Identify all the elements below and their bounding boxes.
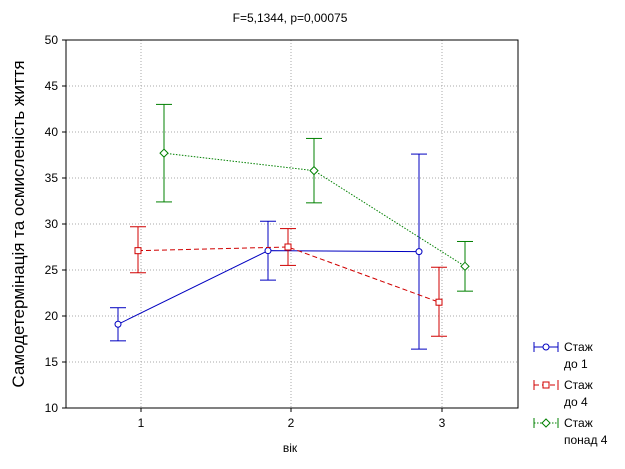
chart-title: F=5,1344, p=0,00075: [233, 11, 348, 25]
y-tick-label: 20: [45, 309, 59, 323]
series-3: [156, 103, 473, 292]
series-1: [110, 153, 427, 350]
y-tick-label: 40: [45, 125, 59, 139]
y-tick-label: 45: [45, 79, 59, 93]
y-tick-label: 10: [45, 401, 59, 415]
x-tick-label: 2: [288, 416, 295, 430]
y-tick-label: 25: [45, 263, 59, 277]
y-axis-label: Самодетермінація та осмисленість життя: [9, 60, 28, 387]
y-tick-label: 35: [45, 171, 59, 185]
series-layer: [110, 103, 473, 350]
y-tick-label: 30: [45, 217, 59, 231]
legend-marker: [542, 381, 550, 389]
legend-marker: [541, 418, 551, 428]
x-axis-label: вік: [283, 441, 298, 455]
data-point: [114, 320, 122, 328]
legend-entry-3: Стаж понад 4: [533, 416, 608, 447]
data-point: [284, 243, 292, 251]
legend-label: понад 4: [564, 433, 608, 447]
data-point: [415, 248, 423, 256]
legend-entry-1: Стаж до 1: [533, 340, 593, 371]
y-axis: 10 15 20 25 30 35 40 45 50: [45, 33, 66, 415]
x-axis: 1 2 3: [138, 408, 446, 430]
x-tick-label: 3: [439, 416, 446, 430]
data-point: [264, 247, 272, 255]
legend-entry-2: Стаж до 4: [533, 378, 593, 409]
series-line: [137, 246, 440, 303]
data-point: [435, 298, 443, 306]
grid: [66, 40, 518, 408]
legend-label: до 1: [564, 357, 588, 371]
legend-label: Стаж: [564, 378, 593, 392]
legend-marker: [542, 343, 550, 351]
x-tick-label: 1: [138, 416, 145, 430]
y-tick-label: 50: [45, 33, 59, 47]
legend-label: до 4: [564, 395, 588, 409]
data-point: [159, 148, 169, 158]
data-point: [134, 247, 142, 255]
data-point: [460, 261, 470, 272]
legend-label: Стаж: [564, 340, 593, 354]
series-2: [130, 226, 447, 337]
data-point: [309, 165, 319, 176]
legend-label: Стаж: [564, 416, 593, 430]
y-tick-label: 15: [45, 355, 59, 369]
legend: Стаж до 1 Стаж до 4 Стаж понад 4: [533, 340, 608, 447]
